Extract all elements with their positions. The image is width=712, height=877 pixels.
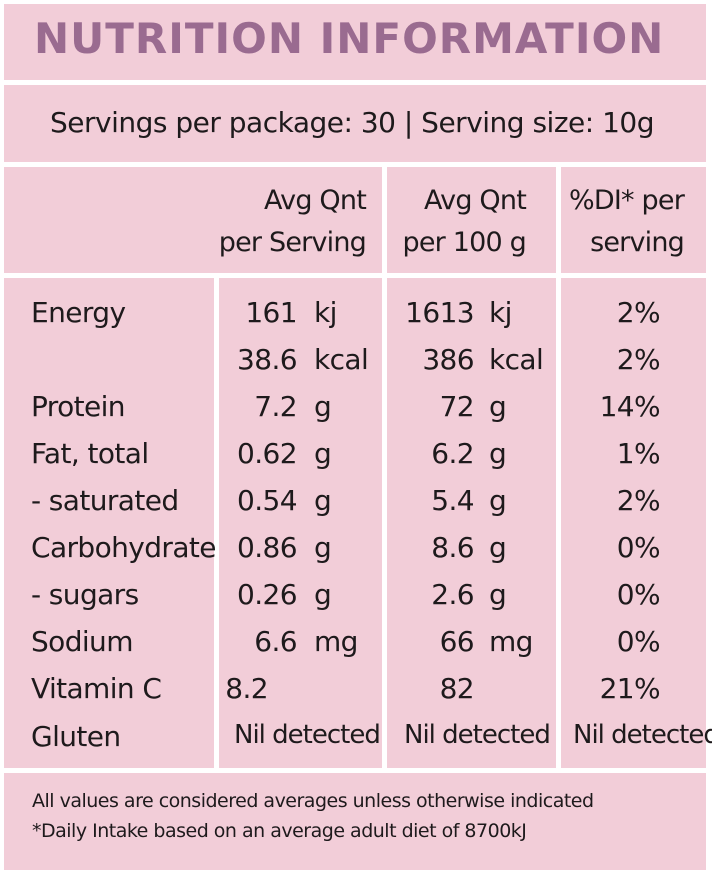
per-100g-value: 66 xyxy=(439,625,475,658)
table-row: Protein 7.2 g 72 g 14% xyxy=(0,390,712,437)
per-serving-value: 161 xyxy=(245,296,297,329)
per-serving-unit: mg xyxy=(314,625,358,658)
serving-info: Servings per package: 30 | Serving size:… xyxy=(50,106,655,139)
per-serving-unit: g xyxy=(314,578,332,611)
per-serving-value: 6.6 xyxy=(254,625,297,658)
per-serving-value: 0.62 xyxy=(237,437,298,470)
col-header-line: %DI* per xyxy=(569,185,685,216)
nutrient-label: Fat, total xyxy=(31,437,149,470)
per-100g-value: 82 xyxy=(439,672,475,705)
per-100g-unit: mg xyxy=(489,625,533,658)
per-100g-unit: kj xyxy=(489,296,512,329)
footnote-box xyxy=(4,773,706,870)
col-header-di: %DI* per serving xyxy=(569,180,685,264)
per-100g-unit: g xyxy=(489,484,507,517)
di-value: 2% xyxy=(616,484,661,517)
per-serving-unit: kcal xyxy=(314,343,369,376)
di-value: 0% xyxy=(616,531,661,564)
per-100g-value: 6.2 xyxy=(431,437,474,470)
body-label-column xyxy=(4,278,214,768)
nutrient-label: Energy xyxy=(31,296,126,329)
per-100g-value: 2.6 xyxy=(431,578,474,611)
table-row-gluten: Gluten Nil detected Nil detected Nil det… xyxy=(0,720,712,767)
per-100g-value: 1613 xyxy=(405,296,474,329)
per-100g-value: Nil detected xyxy=(404,720,551,750)
nutrient-label: - sugars xyxy=(31,578,139,611)
serving-box xyxy=(4,85,706,162)
per-serving-value: Nil detected xyxy=(234,720,381,750)
per-serving-unit: kj xyxy=(314,296,337,329)
per-100g-value: 386 xyxy=(422,343,474,376)
table-row: - saturated 0.54 g 5.4 g 2% xyxy=(0,484,712,531)
per-serving-unit: g xyxy=(314,531,332,564)
di-value: 14% xyxy=(599,390,661,423)
di-value: 1% xyxy=(616,437,661,470)
per-serving-unit: g xyxy=(314,484,332,517)
header-per-100g-cell xyxy=(387,167,556,273)
per-serving-value: 38.6 xyxy=(237,343,298,376)
nutrient-label: Carbohydrate xyxy=(31,531,216,564)
per-serving-unit: g xyxy=(314,437,332,470)
per-100g-value: 8.6 xyxy=(431,531,474,564)
per-serving-value: 0.54 xyxy=(237,484,298,517)
per-100g-value: 5.4 xyxy=(431,484,474,517)
table-row: Fat, total 0.62 g 6.2 g 1% xyxy=(0,437,712,484)
table-row: Carbohydrate 0.86 g 8.6 g 0% xyxy=(0,531,712,578)
footnote-daily-intake: *Daily Intake based on an average adult … xyxy=(32,820,527,842)
di-value: 2% xyxy=(616,343,661,376)
col-header-per-serving: Avg Qnt per Serving xyxy=(218,180,367,264)
nutrient-label: - saturated xyxy=(31,484,179,517)
di-value: 0% xyxy=(616,578,661,611)
header-di-cell xyxy=(561,167,706,273)
per-serving-value: 0.26 xyxy=(237,578,298,611)
per-100g-value: 72 xyxy=(439,390,475,423)
nutrient-label: Gluten xyxy=(31,720,121,753)
per-100g-unit: g xyxy=(489,531,507,564)
di-value: Nil detected xyxy=(573,720,712,750)
table-row: 38.6 kcal 386 kcal 2% xyxy=(0,343,712,390)
table-row: - sugars 0.26 g 2.6 g 0% xyxy=(0,578,712,625)
nutrient-label: Protein xyxy=(31,390,126,423)
per-serving-value: 0.86 xyxy=(237,531,298,564)
per-100g-unit: g xyxy=(489,578,507,611)
col-header-per-100g: Avg Qnt per 100 g xyxy=(403,180,527,264)
body-per-100g-column xyxy=(387,278,556,768)
col-header-line: Avg Qnt xyxy=(424,185,527,216)
col-header-line: Avg Qnt xyxy=(264,185,367,216)
panel-title: NUTRITION INFORMATION xyxy=(34,14,665,63)
body-di-column xyxy=(561,278,706,768)
nutrient-label: Sodium xyxy=(31,625,133,658)
col-header-line: per 100 g xyxy=(402,227,527,258)
table-row: Sodium 6.6 mg 66 mg 0% xyxy=(0,625,712,672)
header-label-cell xyxy=(4,167,382,273)
per-100g-unit: kcal xyxy=(489,343,544,376)
table-row: Vitamin C 8.2 82 21% xyxy=(0,672,712,719)
di-value: 2% xyxy=(616,296,661,329)
footnote-averages: All values are considered averages unles… xyxy=(32,790,594,812)
nutrient-label: Vitamin C xyxy=(31,672,162,705)
di-value: 21% xyxy=(599,672,661,705)
title-box xyxy=(4,4,706,80)
per-serving-unit: g xyxy=(314,390,332,423)
di-value: 0% xyxy=(616,625,661,658)
per-100g-unit: g xyxy=(489,437,507,470)
table-row: Energy 161 kj 1613 kj 2% xyxy=(0,296,712,343)
body-per-serving-column xyxy=(219,278,382,768)
per-serving-value: 8.2 xyxy=(225,672,268,705)
col-header-line: serving xyxy=(590,227,685,258)
per-100g-unit: g xyxy=(489,390,507,423)
col-header-line: per Serving xyxy=(218,227,367,258)
per-serving-value: 7.2 xyxy=(254,390,297,423)
